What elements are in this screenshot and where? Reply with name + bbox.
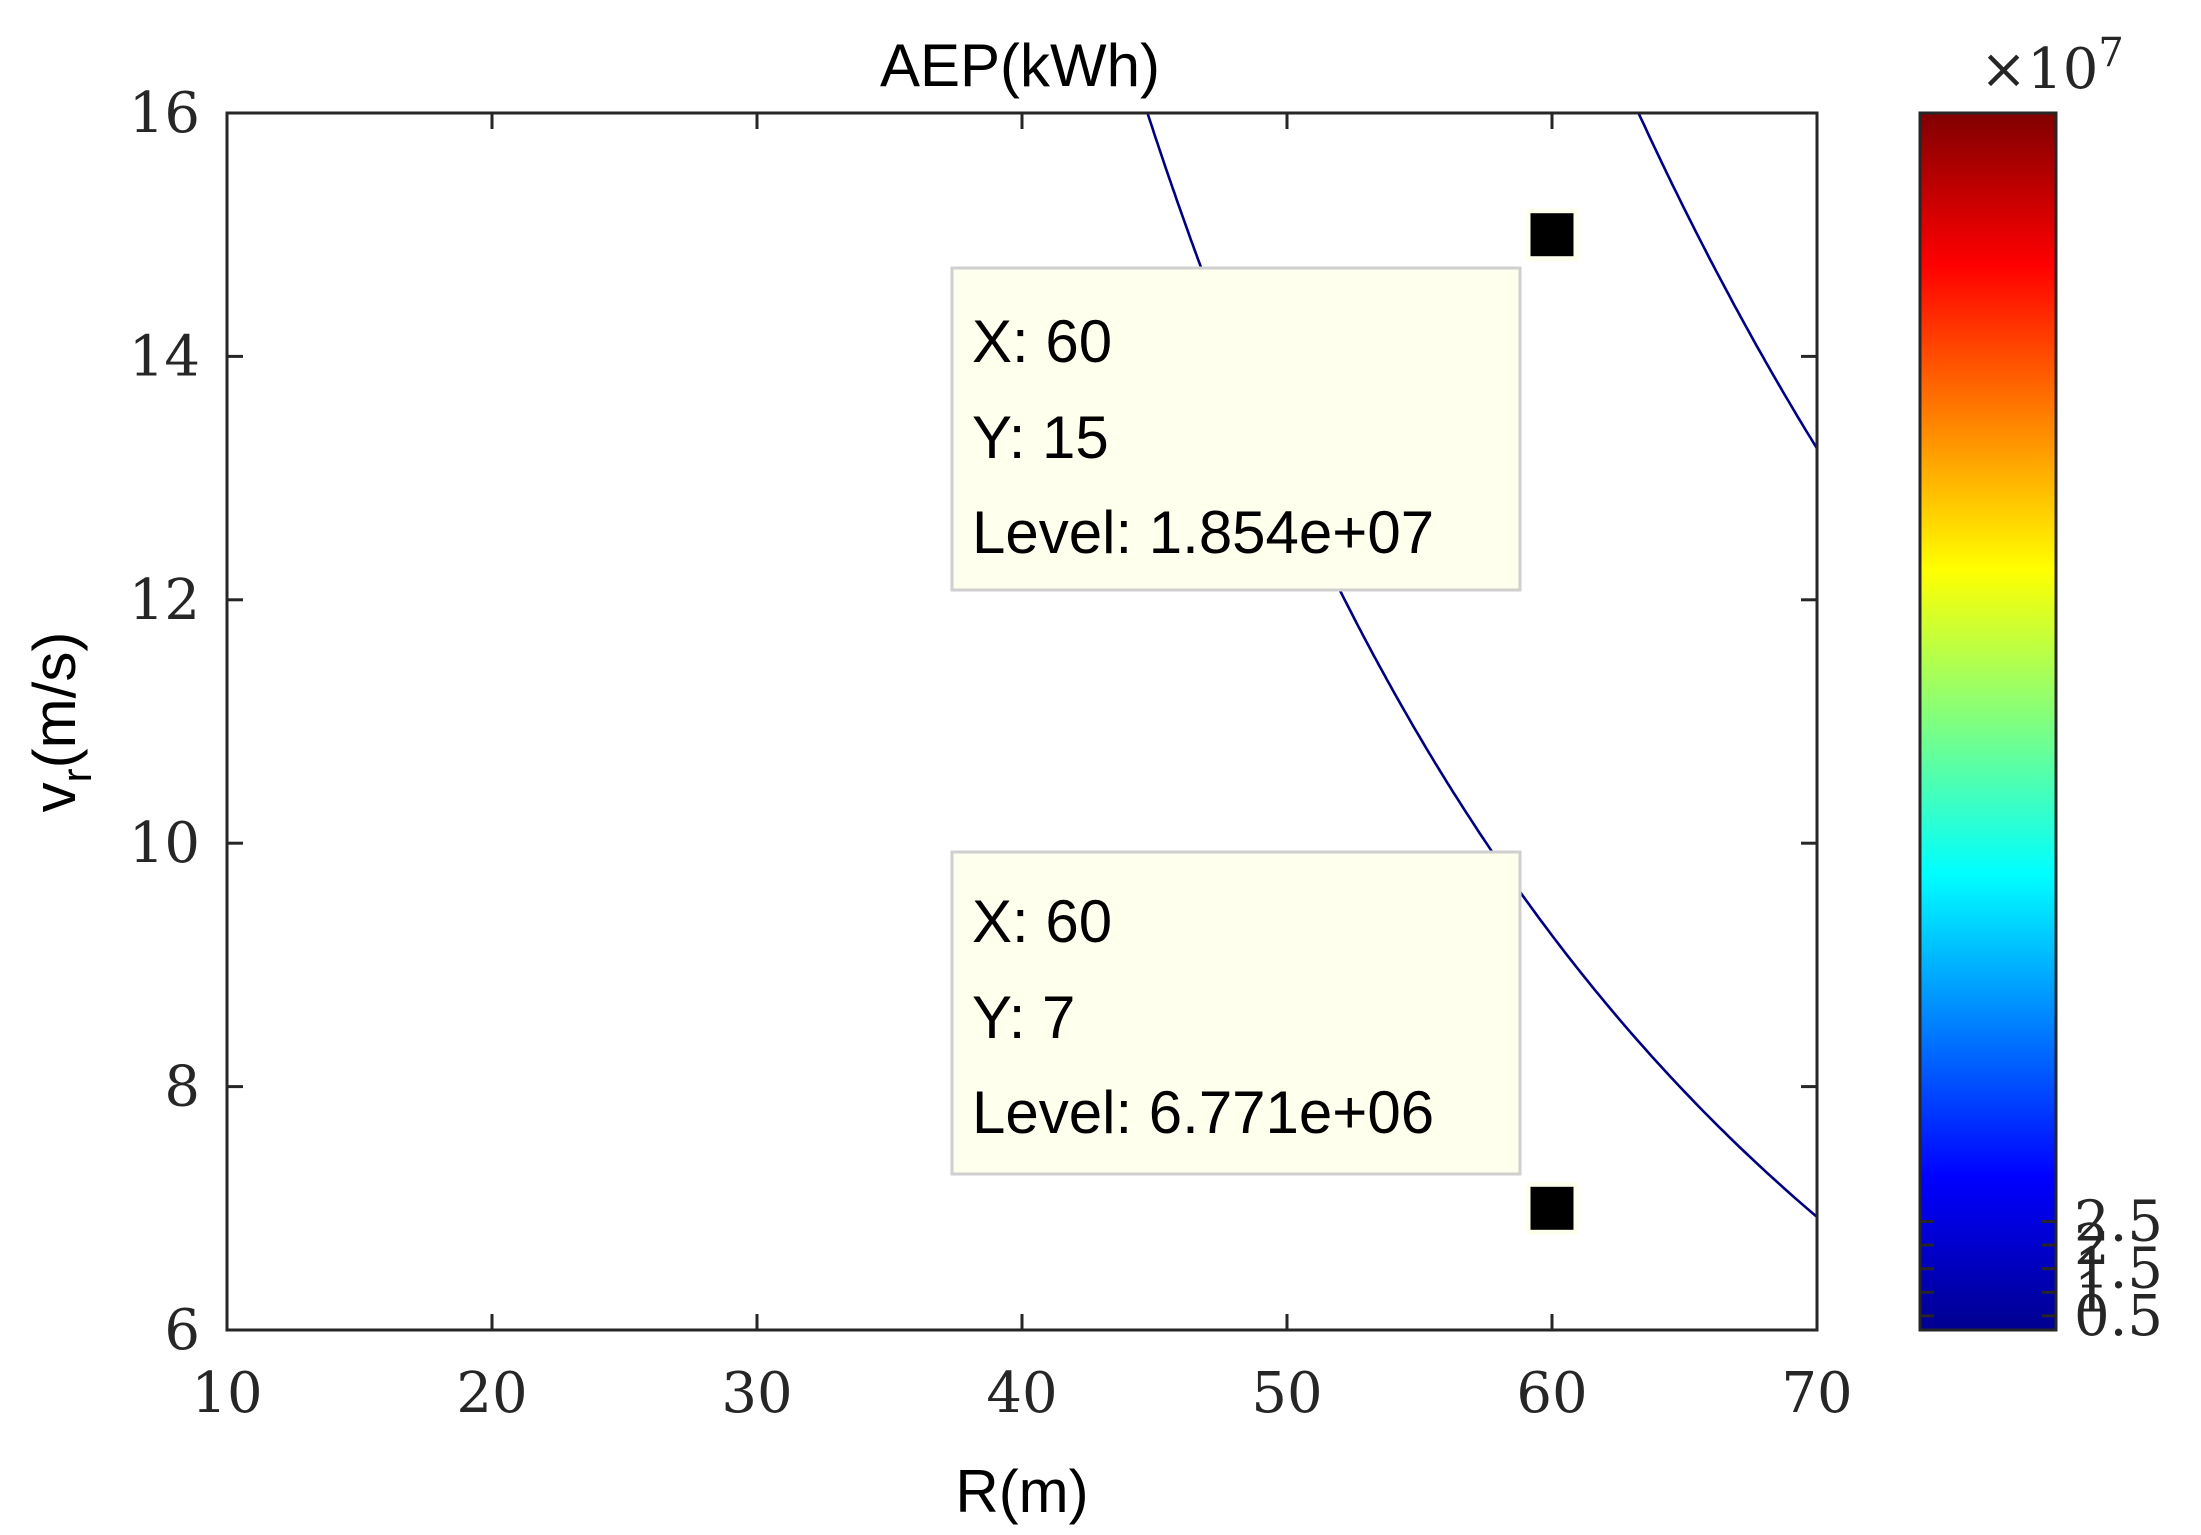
colorbar-tick-label: 1.5 — [2074, 1237, 2163, 1302]
x-tick-label: 10 — [191, 1361, 262, 1426]
colorbar-multiplier-exponent: 7 — [2098, 30, 2123, 76]
x-tick-label: 60 — [1516, 1361, 1587, 1426]
datatip-level-text: Level: 1.854e+07 — [972, 499, 1434, 566]
datatip-upper[interactable]: X: 60 Y: 15 Level: 1.854e+07 — [950, 208, 1579, 592]
x-tick-label: 50 — [1251, 1361, 1322, 1426]
y-axis-label-subscript: r — [53, 768, 100, 782]
y-tick-label: 16 — [129, 81, 200, 146]
datatip-marker[interactable] — [1525, 208, 1579, 262]
y-tick-label: 10 — [129, 811, 200, 876]
datatip-x-text: X: 60 — [972, 888, 1112, 955]
x-tick-label: 40 — [986, 1361, 1057, 1426]
y-axis-label: vr(m/s) — [21, 632, 100, 813]
y-tick-label: 8 — [164, 1055, 200, 1120]
y-tick-label: 14 — [129, 324, 200, 389]
colorbar-tick-label: 2.5 — [2074, 1190, 2163, 1255]
y-axis-label-main: v — [21, 782, 88, 812]
axis-ticks: 10 20 30 40 50 60 70 6 8 10 12 14 16 — [129, 81, 1853, 1426]
colorbar-tick-label: 2 — [2074, 1213, 2110, 1278]
chart-title: AEP(kWh) — [880, 32, 1160, 99]
colorbar-multiplier-base: ×10 — [1980, 37, 2098, 102]
datatip-y-text: Y: 7 — [972, 984, 1075, 1051]
y-tick-label: 12 — [129, 568, 200, 633]
x-tick-label: 30 — [721, 1361, 792, 1426]
colorbar-ticks: 0.511.522.5 — [1920, 1190, 2163, 1349]
datatip-box — [950, 266, 1522, 592]
y-axis-label-suffix: (m/s) — [21, 632, 88, 769]
contour-line — [1637, 113, 1817, 451]
datatip-box — [950, 850, 1522, 1176]
colorbar-multiplier: ×107 — [1980, 30, 2124, 102]
x-axis-label: R(m) — [955, 1458, 1088, 1525]
colorbar — [1918, 111, 2058, 1332]
colorbar-tick-label: 1 — [2074, 1260, 2110, 1325]
y-tick-label: 6 — [164, 1298, 200, 1363]
datatip-marker[interactable] — [1525, 1181, 1579, 1235]
x-tick-label: 20 — [456, 1361, 527, 1426]
datatip-y-text: Y: 15 — [972, 404, 1109, 471]
colorbar-tick-label: 0.5 — [2074, 1284, 2163, 1349]
x-tick-label: 70 — [1781, 1361, 1852, 1426]
datatip-lower[interactable]: X: 60 Y: 7 Level: 6.771e+06 — [950, 850, 1579, 1235]
datatip-x-text: X: 60 — [972, 308, 1112, 375]
datatip-level-text: Level: 6.771e+06 — [972, 1079, 1434, 1146]
